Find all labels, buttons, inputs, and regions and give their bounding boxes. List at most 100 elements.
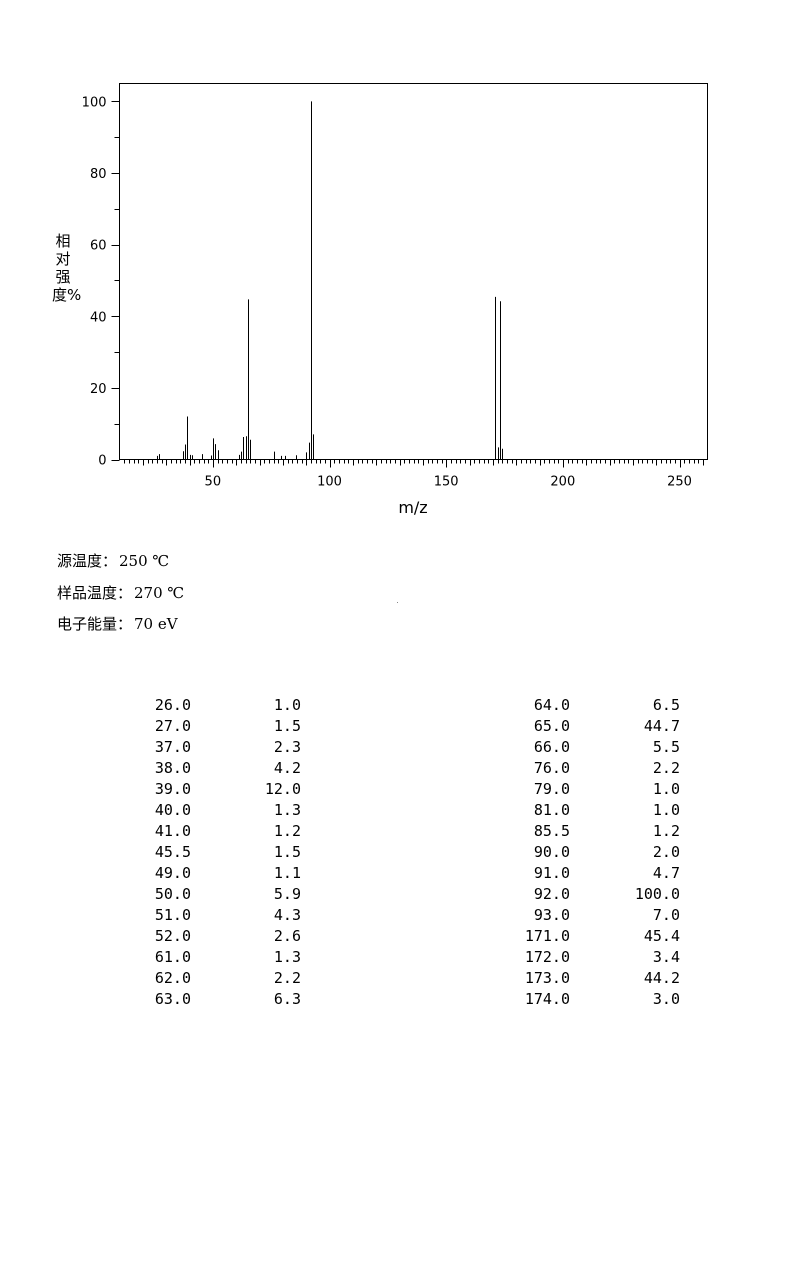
condition-label: 电子能量： bbox=[57, 615, 133, 633]
y-tick-label: 60 bbox=[90, 239, 107, 254]
mass-spectrum-chart: 50 100 150 200 250 0 20 40 60 80 100 m/z bbox=[82, 83, 708, 517]
mz-cell: 38.0 bbox=[154, 759, 191, 777]
mz-cell: 62.0 bbox=[154, 969, 191, 987]
mz-cell: 171.0 bbox=[524, 927, 570, 945]
condition-label: 源温度： bbox=[57, 552, 118, 570]
mz-cell: 174.0 bbox=[524, 990, 570, 1008]
mz-cell: 45.5 bbox=[154, 843, 191, 861]
peak-table-row: 52.0 2.6 171.0 45.4 bbox=[0, 926, 794, 947]
mz-cell: 90.0 bbox=[533, 843, 570, 861]
intensity-cell: 1.0 bbox=[273, 696, 301, 714]
intensity-cell: 2.3 bbox=[273, 738, 301, 756]
sample-temperature: 样品温度： 270 ℃ bbox=[57, 582, 184, 614]
intensity-cell: 2.0 bbox=[652, 843, 680, 861]
condition-value: 270 ℃ bbox=[134, 583, 185, 602]
plot-frame bbox=[119, 83, 708, 460]
peak-table-row: 27.0 1.5 65.0 44.7 bbox=[0, 716, 794, 737]
peak-table-row: 49.0 1.1 91.0 4.7 bbox=[0, 863, 794, 884]
mz-cell: 173.0 bbox=[524, 969, 570, 987]
x-tick-label: 150 bbox=[434, 475, 459, 490]
source-temperature: 源温度： 250 ℃ bbox=[57, 550, 184, 582]
intensity-cell: 5.9 bbox=[273, 885, 301, 903]
mz-cell: 26.0 bbox=[154, 696, 191, 714]
peak-table-row: 38.0 4.2 76.0 2.2 bbox=[0, 758, 794, 779]
y-tick-label: 80 bbox=[90, 167, 107, 182]
intensity-cell: 1.5 bbox=[273, 843, 301, 861]
condition-value: 250 ℃ bbox=[119, 552, 170, 570]
peak-table: 26.0 1.0 64.0 6.5 27.0 1.5 65.0 44.7 37.0 2.3 66.0… bbox=[0, 695, 794, 1010]
mz-cell: 27.0 bbox=[154, 717, 191, 735]
mz-cell: 66.0 bbox=[533, 738, 570, 756]
mz-cell: 41.0 bbox=[154, 822, 191, 840]
mz-cell: 92.0 bbox=[533, 885, 570, 903]
peak-table-row: 37.0 2.3 66.0 5.5 bbox=[0, 737, 794, 758]
mz-cell: 93.0 bbox=[533, 906, 570, 924]
intensity-cell: 45.4 bbox=[643, 927, 680, 945]
intensity-cell: 1.5 bbox=[273, 717, 301, 735]
mz-cell: 63.0 bbox=[154, 990, 191, 1008]
x-axis-title: m/z bbox=[398, 498, 427, 517]
mz-cell: 49.0 bbox=[154, 864, 191, 882]
intensity-cell: 1.2 bbox=[273, 822, 301, 840]
y-tick-label: 100 bbox=[82, 95, 107, 110]
intensity-cell: 1.3 bbox=[273, 948, 301, 966]
x-tick-label: 250 bbox=[667, 475, 692, 490]
acquisition-conditions: 源温度： 250 ℃ 样品温度： 270 ℃ 电子能量： 70 eV bbox=[57, 550, 184, 645]
peak-table-row: 61.0 1.3 172.0 3.4 bbox=[0, 947, 794, 968]
x-tick-label: 100 bbox=[317, 475, 342, 490]
peak-table-row: 40.0 1.3 81.0 1.0 bbox=[0, 800, 794, 821]
mz-cell: 50.0 bbox=[154, 885, 191, 903]
intensity-cell: 1.2 bbox=[652, 822, 680, 840]
intensity-cell: 2.6 bbox=[273, 927, 301, 945]
peak-table-row: 63.0 6.3 174.0 3.0 bbox=[0, 989, 794, 1010]
peak-table-row: 26.0 1.0 64.0 6.5 bbox=[0, 695, 794, 716]
intensity-cell: 44.7 bbox=[643, 717, 680, 735]
peak-table-row: 45.5 1.5 90.0 2.0 bbox=[0, 842, 794, 863]
intensity-cell: 4.7 bbox=[652, 864, 680, 882]
y-axis-title: 相对强度% bbox=[52, 232, 82, 304]
intensity-cell: 4.3 bbox=[273, 906, 301, 924]
intensity-cell: 44.2 bbox=[643, 969, 680, 987]
intensity-cell: 7.0 bbox=[652, 906, 680, 924]
mz-cell: 85.5 bbox=[533, 822, 570, 840]
peaks-layer bbox=[157, 101, 503, 460]
intensity-cell: 1.1 bbox=[273, 864, 301, 882]
mz-cell: 172.0 bbox=[524, 948, 570, 966]
y-tick-label: 0 bbox=[98, 454, 106, 469]
intensity-cell: 5.5 bbox=[652, 738, 680, 756]
mz-cell: 64.0 bbox=[533, 696, 570, 714]
intensity-cell: 100.0 bbox=[634, 885, 680, 903]
intensity-cell: 6.3 bbox=[273, 990, 301, 1008]
y-tick-label: 20 bbox=[90, 382, 107, 397]
peak-table-row: 39.0 12.0 79.0 1.0 bbox=[0, 779, 794, 800]
peak-table-row: 62.0 2.2 173.0 44.2 bbox=[0, 968, 794, 989]
mz-cell: 61.0 bbox=[154, 948, 191, 966]
x-tick-label: 50 bbox=[205, 475, 222, 490]
stray-dot bbox=[397, 602, 398, 603]
intensity-cell: 1.0 bbox=[652, 801, 680, 819]
mz-cell: 37.0 bbox=[154, 738, 191, 756]
mz-cell: 51.0 bbox=[154, 906, 191, 924]
intensity-cell: 2.2 bbox=[273, 969, 301, 987]
intensity-cell: 3.4 bbox=[652, 948, 680, 966]
peak-table-row: 50.0 5.9 92.0 100.0 bbox=[0, 884, 794, 905]
mz-cell: 79.0 bbox=[533, 780, 570, 798]
mz-cell: 91.0 bbox=[533, 864, 570, 882]
intensity-cell: 3.0 bbox=[652, 990, 680, 1008]
condition-value: 70 eV bbox=[134, 615, 178, 633]
x-axis: 50 100 150 200 250 bbox=[124, 459, 704, 490]
condition-label: 样品温度： bbox=[57, 583, 133, 602]
peak-table-row: 51.0 4.3 93.0 7.0 bbox=[0, 905, 794, 926]
y-axis: 0 20 40 60 80 100 bbox=[82, 95, 120, 469]
mz-cell: 65.0 bbox=[533, 717, 570, 735]
mz-cell: 39.0 bbox=[154, 780, 191, 798]
y-tick-label: 40 bbox=[90, 310, 107, 325]
intensity-cell: 2.2 bbox=[652, 759, 680, 777]
mz-cell: 52.0 bbox=[154, 927, 191, 945]
mz-cell: 81.0 bbox=[533, 801, 570, 819]
intensity-cell: 4.2 bbox=[273, 759, 301, 777]
intensity-cell: 1.3 bbox=[273, 801, 301, 819]
intensity-cell: 6.5 bbox=[652, 696, 680, 714]
intensity-cell: 12.0 bbox=[264, 780, 301, 798]
mz-cell: 76.0 bbox=[533, 759, 570, 777]
